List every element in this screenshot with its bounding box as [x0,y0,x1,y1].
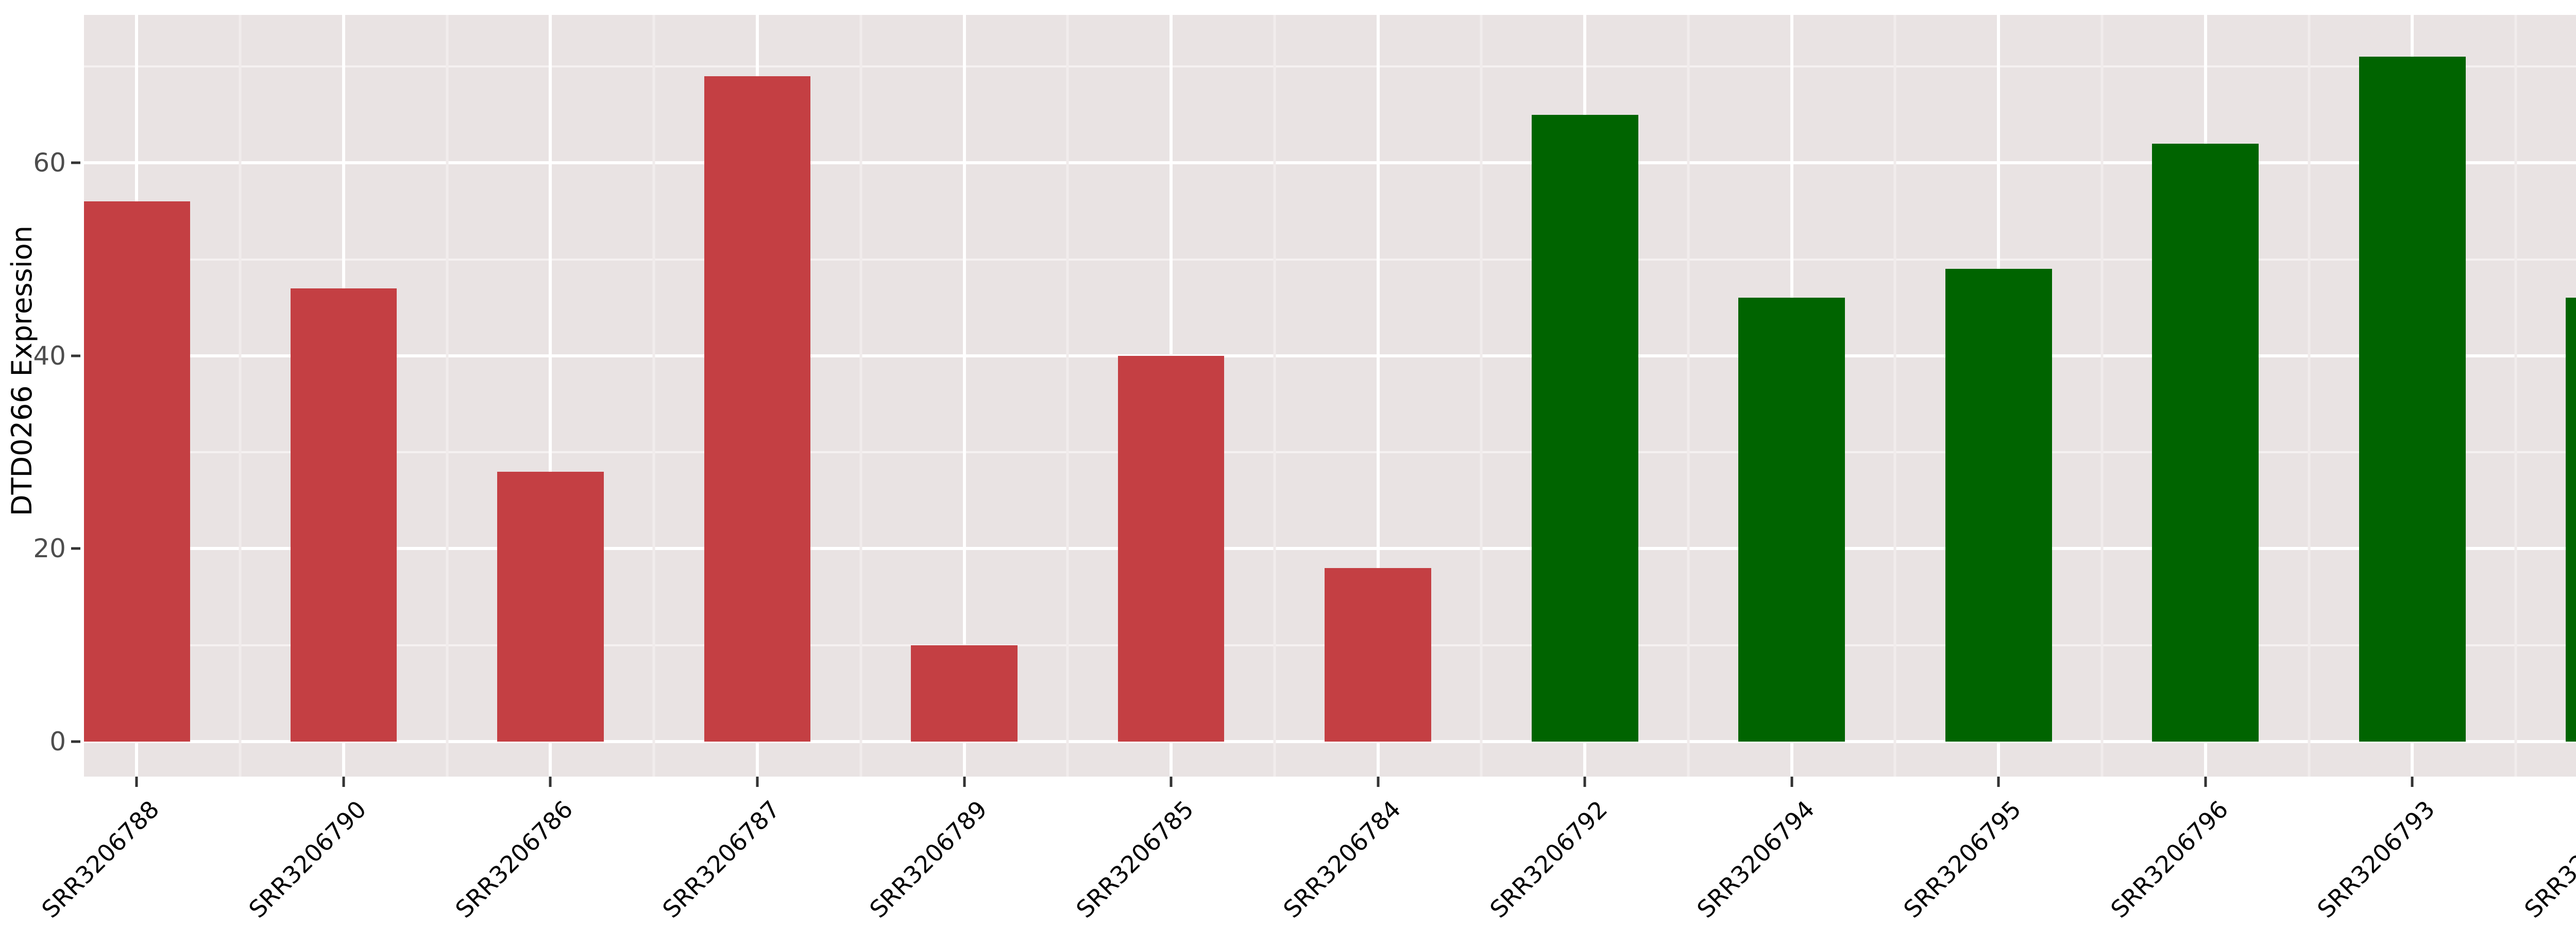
gridline-vertical-major [549,15,552,777]
gridline-vertical-major [1376,15,1380,777]
gridline-vertical-minor [652,15,655,777]
bar[interactable] [2152,143,2259,742]
bar[interactable] [2359,57,2466,742]
gridline-vertical-minor [1066,15,1069,777]
x-tick-label: SRR3206789 [863,795,992,923]
x-tick-label: SRR3206788 [36,795,165,923]
x-tick-mark [1790,777,1793,787]
gridline-vertical-minor [1687,15,1690,777]
x-tick-mark [1170,777,1173,787]
gridline-vertical-minor [446,15,449,777]
plot-panel [84,15,2576,777]
x-tick-mark [342,777,345,787]
y-tick-mark [71,354,80,357]
x-tick-label: SRR3206792 [1484,795,1613,923]
bar[interactable] [1738,298,1845,742]
bar[interactable] [911,645,1018,742]
bar[interactable] [84,201,190,742]
bar[interactable] [290,288,397,742]
x-tick-mark [1583,777,1586,787]
gridline-vertical-minor [859,15,862,777]
gridline-vertical-minor [2100,15,2104,777]
bar[interactable] [2566,298,2576,742]
x-tick-mark [135,777,138,787]
gridline-vertical-major [962,15,966,777]
x-tick-mark [756,777,759,787]
x-tick-label: SRR3206791 [2519,795,2576,923]
x-tick-label: SRR3206787 [657,795,786,923]
gridline-vertical-minor [2308,15,2311,777]
bar[interactable] [1117,355,1225,742]
gridline-vertical-minor [1480,15,1483,777]
bar[interactable] [1531,114,1638,742]
x-tick-mark [963,777,966,787]
bar[interactable] [704,76,811,742]
y-tick-label: 40 [33,340,66,371]
gridline-minor [84,451,2576,454]
gridline-major [84,161,2576,165]
x-tick-label: SRR3206786 [450,795,579,923]
y-axis-title: DTD0266 Expression [5,226,38,516]
y-tick-label: 20 [33,534,66,564]
x-tick-label: SRR3206793 [2312,795,2441,923]
bar[interactable] [497,471,604,742]
x-tick-label: SRR3206790 [243,795,372,923]
bar[interactable] [1945,269,2052,742]
x-tick-label: SRR3206785 [1071,795,1199,923]
x-tick-mark [549,777,552,787]
gridline-minor [84,258,2576,261]
x-tick-mark [1377,777,1380,787]
gridline-major [84,354,2576,357]
gridline-vertical-minor [239,15,242,777]
y-tick-label: 0 [49,727,66,757]
x-tick-mark [1997,777,2000,787]
x-tick-label: SRR3206784 [1277,795,1406,923]
x-tick-mark [2411,777,2414,787]
gridline-major [84,547,2576,551]
y-tick-label: 60 [33,148,66,178]
gridline-vertical-minor [2514,15,2517,777]
gridline-vertical-minor [1893,15,1896,777]
gridline-major [84,740,2576,743]
y-tick-mark [71,547,80,550]
x-tick-label: SRR3206796 [2105,795,2233,923]
bar[interactable] [1325,568,1431,742]
y-tick-mark [71,161,80,164]
x-tick-label: SRR3206794 [1691,795,1820,923]
gridline-vertical-minor [1273,15,1276,777]
x-tick-label: SRR3206795 [1898,795,2027,923]
y-tick-mark [71,740,80,743]
gridline-minor [84,65,2576,67]
x-tick-mark [2204,777,2207,787]
